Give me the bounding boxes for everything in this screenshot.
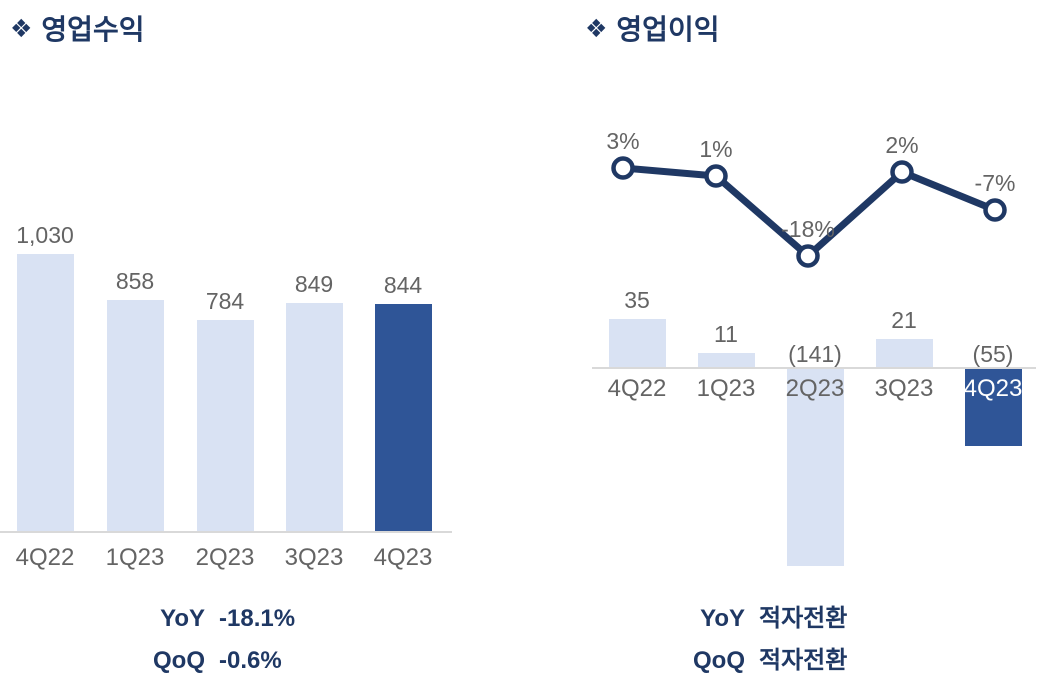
bar-value-label-4Q22: 1,030 — [16, 222, 74, 248]
operating-revenue-bar-chart: 1,030 4Q22 858 1Q23 784 2Q23 849 3Q23 844 4Q23 — [0, 0, 460, 694]
bar-value-label-1Q23: 858 — [115, 268, 155, 294]
bar-4Q23 — [374, 304, 432, 532]
bar-value-label-2Q23: (141) — [788, 341, 842, 367]
margin-line-path — [619, 164, 999, 260]
operating-revenue-panel: ❖ 영업수익 1,030 4Q22 858 1Q23 784 2Q23 849 3Q23 844… — [0, 0, 460, 694]
bar-3Q23 — [875, 339, 933, 368]
qoq-row: QoQ 적자전환 — [580, 646, 920, 676]
bar-value-label-3Q23: 21 — [891, 307, 917, 333]
x-axis-label-4Q23: 4Q23 — [963, 375, 1023, 402]
operating-profit-panel: ❖ 영업이익 35 4Q22 11 1Q23 (141) 2Q23 21 3Q23 (55) 4Q… — [560, 0, 1056, 694]
yoy-row: YoY 적자전환 — [580, 604, 920, 634]
profit-growth-summary: YoY 적자전환 QoQ 적자전환 — [580, 604, 920, 688]
line-value-label-4Q23: -7% — [974, 170, 1016, 196]
yoy-value: -18.1% — [219, 605, 296, 632]
x-axis-line — [592, 367, 1036, 369]
bar-value-label-3Q23: 849 — [294, 271, 334, 297]
qoq-label: QoQ — [693, 647, 745, 674]
yoy-label: YoY — [160, 605, 205, 632]
bar-value-label-4Q23: (55) — [972, 341, 1014, 367]
line-marker-1Q23 — [704, 164, 728, 188]
bar-1Q23 — [106, 300, 164, 532]
x-axis-line — [0, 531, 452, 533]
bar-4Q23 — [964, 369, 1022, 446]
operating-revenue-title-text: 영업수익 — [41, 14, 145, 45]
diamond-bullet-icon: ❖ — [10, 14, 33, 43]
line-value-label-2Q23: -18% — [781, 216, 835, 242]
line-value-label-1Q23: 1% — [699, 136, 733, 162]
bar-4Q22 — [608, 319, 666, 368]
x-axis-label-1Q23: 1Q23 — [696, 375, 756, 402]
bar-value-label-4Q22: 35 — [624, 287, 650, 313]
operating-margin-line — [611, 156, 1007, 268]
qoq-row: QoQ -0.6% — [40, 646, 380, 676]
x-axis-label-4Q22: 4Q22 — [15, 544, 75, 571]
yoy-label: YoY — [700, 605, 745, 632]
line-marker-3Q23 — [890, 160, 914, 184]
x-axis-label-2Q23: 2Q23 — [785, 375, 845, 402]
qoq-label: QoQ — [153, 647, 205, 674]
line-marker-2Q23 — [796, 244, 820, 268]
operating-profit-combo-chart: 35 4Q22 11 1Q23 (141) 2Q23 21 3Q23 (55) 4Q23 3% 1% -… — [560, 0, 1056, 694]
bar-value-label-4Q23: 844 — [383, 272, 423, 298]
bar-1Q23 — [697, 353, 755, 368]
bar-2Q23 — [786, 369, 844, 566]
line-value-label-3Q23: 2% — [885, 132, 919, 158]
operating-profit-title-text: 영업이익 — [616, 14, 720, 45]
diamond-bullet-icon: ❖ — [585, 14, 608, 43]
bar-value-label-2Q23: 784 — [205, 288, 245, 314]
x-axis-label-3Q23: 3Q23 — [874, 375, 934, 402]
operating-profit-title: ❖ 영업이익 — [585, 8, 719, 48]
operating-revenue-title: ❖ 영업수익 — [10, 8, 144, 48]
x-axis-label-4Q22: 4Q22 — [607, 375, 667, 402]
line-value-label-4Q22: 3% — [606, 128, 640, 154]
bar-3Q23 — [285, 303, 343, 532]
x-axis-label-2Q23: 2Q23 — [195, 544, 255, 571]
line-marker-4Q22 — [611, 156, 635, 180]
yoy-row: YoY -18.1% — [40, 604, 380, 634]
bar-value-label-1Q23: 11 — [714, 321, 738, 347]
yoy-value: 적자전환 — [759, 605, 848, 632]
x-axis-label-3Q23: 3Q23 — [284, 544, 344, 571]
x-axis-label-1Q23: 1Q23 — [105, 544, 165, 571]
qoq-value: -0.6% — [219, 647, 282, 674]
qoq-value: 적자전환 — [759, 647, 848, 674]
line-marker-4Q23 — [983, 198, 1007, 222]
revenue-growth-summary: YoY -18.1% QoQ -0.6% — [40, 604, 380, 688]
x-axis-label-4Q23: 4Q23 — [373, 544, 433, 571]
bar-2Q23 — [196, 320, 254, 532]
bar-4Q22 — [16, 254, 74, 532]
